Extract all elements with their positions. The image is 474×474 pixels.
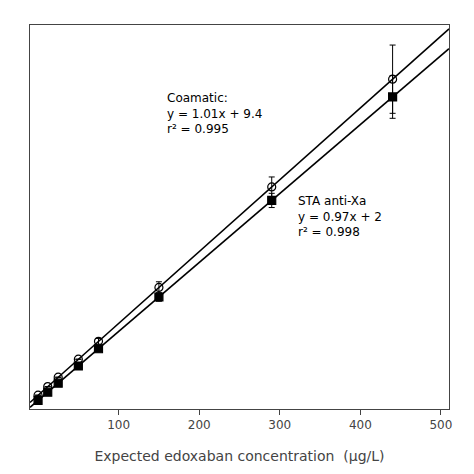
svg-text:Coamatic:y = 1.01x + 9.4r² = 0: Coamatic:y = 1.01x + 9.4r² = 0.995 [167,91,262,136]
svg-text:Expected edoxaban concentratio: Expected edoxaban concentration (μg/L) [94,448,384,464]
svg-text:200: 200 [188,418,211,432]
svg-text:STA anti-Xay = 0.97x + 2r² = 0: STA anti-Xay = 0.97x + 2r² = 0.998 [298,194,382,239]
svg-text:400: 400 [349,418,372,432]
svg-text:100: 100 [107,418,130,432]
svg-text:300: 300 [268,418,291,432]
svg-text:500: 500 [429,418,452,432]
